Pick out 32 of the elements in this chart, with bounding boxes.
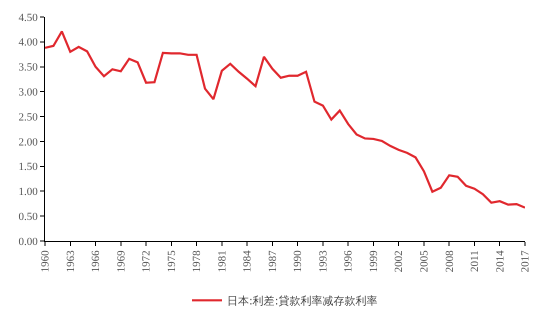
legend-label: 日本:利差:貸款利率减存款利率 bbox=[227, 294, 378, 308]
x-tick-label: 1969 bbox=[115, 250, 128, 272]
x-tick-label: 2011 bbox=[469, 250, 482, 272]
y-tick-label: 4.50 bbox=[18, 12, 38, 24]
x-tick-label: 2008 bbox=[444, 250, 456, 272]
x-tick-label: 1996 bbox=[342, 250, 355, 272]
x-tick-label: 1990 bbox=[292, 250, 304, 272]
x-tick-label: 1999 bbox=[368, 250, 380, 272]
y-tick-label: 4.00 bbox=[18, 36, 38, 49]
y-tick-label: 2.50 bbox=[18, 111, 38, 124]
y-tick-label: 1.50 bbox=[18, 161, 38, 174]
line-series bbox=[45, 30, 525, 209]
x-tick-label: 2005 bbox=[418, 250, 431, 272]
x-tick-label: 1972 bbox=[140, 250, 153, 272]
x-tick-label: 1966 bbox=[90, 250, 102, 272]
y-tick-label: 3.00 bbox=[18, 86, 38, 99]
y-tick-label: 0.50 bbox=[18, 210, 38, 223]
x-tick-label: 2014 bbox=[494, 250, 506, 272]
y-tick-label: 3.50 bbox=[18, 62, 38, 74]
x-tick-label: 1978 bbox=[191, 250, 204, 272]
x-tick-label: 2017 bbox=[520, 250, 532, 272]
x-tick-label: 1993 bbox=[317, 250, 330, 272]
x-tick-label: 2002 bbox=[393, 250, 406, 272]
x-tick-label: 1987 bbox=[266, 250, 279, 272]
x-tick-label: 1960 bbox=[40, 250, 52, 272]
x-tick-label: 1975 bbox=[166, 250, 178, 272]
y-tick-label: 1.00 bbox=[18, 186, 38, 198]
x-tick-label: 1963 bbox=[64, 250, 77, 272]
x-tick-label: 1981 bbox=[216, 250, 228, 272]
y-tick-label: 0.00 bbox=[18, 236, 38, 248]
x-tick-label: 1984 bbox=[242, 250, 254, 272]
y-tick-label: 2.00 bbox=[18, 136, 38, 148]
